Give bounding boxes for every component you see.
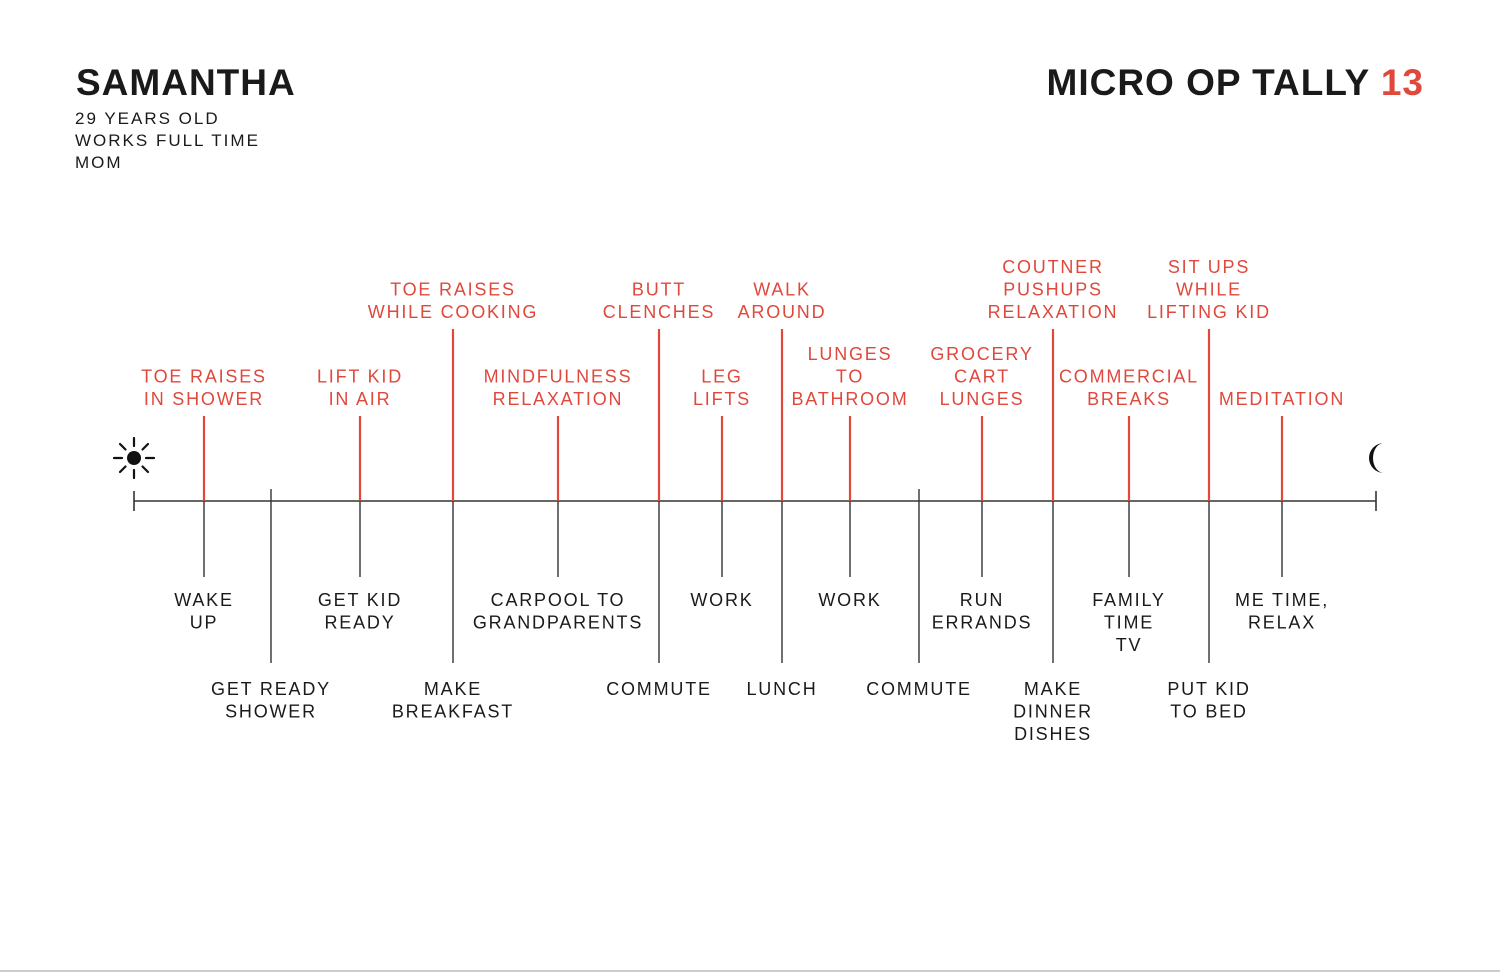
activity-label-line: MAKE: [1024, 679, 1082, 699]
micro-op-label: MEDITATION: [1219, 389, 1345, 409]
activity-label-line: DISHES: [1014, 724, 1092, 744]
person-details: 29 YEARS OLD WORKS FULL TIME MOM: [75, 108, 260, 174]
micro-op-tally: MICRO OP TALLY 13: [1047, 62, 1425, 104]
micro-op-label-line: CLENCHES: [603, 302, 715, 322]
activity-label-line: LUNCH: [746, 679, 817, 699]
micro-op-label: TOE RAISES WHILE COOKING: [368, 280, 538, 323]
micro-op-label-line: CART: [954, 367, 1010, 387]
micro-op-label-line: BATHROOM: [791, 389, 908, 409]
daily-activities: WAKE UP GET READY SHOWER GET KID READY MAKE BRE…: [174, 489, 1329, 744]
activity-label: GET READY SHOWER: [211, 679, 331, 722]
activity-label: LUNCH: [746, 679, 817, 699]
micro-op-label-line: MINDFULNESS: [484, 367, 633, 387]
activity-label-line: FAMILY: [1092, 590, 1165, 610]
activity-label-line: TO BED: [1170, 702, 1247, 722]
activity-label-line: RUN: [960, 590, 1004, 610]
micro-op-label-line: TO: [836, 367, 864, 387]
micro-op-label: COUTNER PUSHUPS RELAXATION: [988, 257, 1119, 322]
activity-label-line: RELAX: [1248, 613, 1316, 633]
micro-op-label-line: MEDITATION: [1219, 389, 1345, 409]
activity-label: PUT KID TO BED: [1167, 679, 1250, 722]
micro-op-label-line: IN AIR: [329, 389, 392, 409]
micro-op-label-line: COUTNER: [1002, 257, 1104, 277]
activity-label-line: BREAKFAST: [392, 702, 514, 722]
micro-op-label-line: AROUND: [738, 302, 827, 322]
activity-label-line: WORK: [818, 590, 881, 610]
activity-label-line: COMMUTE: [866, 679, 972, 699]
sun-icon: [112, 436, 156, 480]
micro-op-label-line: WHILE: [1176, 280, 1242, 300]
activity-label: FAMILY TIME TV: [1092, 590, 1165, 655]
activity-label-line: TIME: [1104, 613, 1154, 633]
micro-op-label: GROCERY CART LUNGES: [930, 344, 1033, 409]
activity-label: GET KID READY: [318, 590, 402, 633]
micro-op-label: TOE RAISES IN SHOWER: [141, 367, 267, 410]
micro-op-label-line: TOE RAISES: [141, 367, 267, 387]
person-occupation: WORKS FULL TIME: [75, 131, 260, 150]
activity-label: WAKE UP: [174, 590, 234, 633]
activity-label: MAKE BREAKFAST: [392, 679, 514, 722]
activity-label-line: ME TIME,: [1235, 590, 1329, 610]
micro-op-label: MINDFULNESS RELAXATION: [484, 367, 633, 410]
activity-label: COMMUTE: [606, 679, 712, 699]
tally-count: 13: [1380, 62, 1424, 103]
activity-label: RUN ERRANDS: [932, 590, 1033, 633]
activity-label: WORK: [818, 590, 881, 610]
activity-label-line: PUT KID: [1167, 679, 1250, 699]
micro-op-label-line: LIFTING KID: [1147, 302, 1271, 322]
activity-label: MAKE DINNER DISHES: [1013, 679, 1093, 744]
micro-op-label-line: LEG: [701, 367, 742, 387]
activity-label-line: TV: [1116, 635, 1143, 655]
micro-op-label-line: SIT UPS: [1168, 257, 1250, 277]
activity-label-line: ERRANDS: [932, 613, 1033, 633]
micro-op-label-line: BREAKS: [1087, 389, 1171, 409]
micro-op-label-line: COMMERCIAL: [1059, 367, 1199, 387]
activity-label-line: GET KID: [318, 590, 402, 610]
activity-label-line: CARPOOL TO: [491, 590, 626, 610]
activity-label-line: WAKE: [174, 590, 234, 610]
activity-label: ME TIME, RELAX: [1235, 590, 1329, 633]
activity-label-line: READY: [324, 613, 395, 633]
page-bottom-rule: [0, 970, 1500, 972]
micro-op-label-line: WALK: [753, 280, 811, 300]
micro-op-label-line: RELAXATION: [493, 389, 624, 409]
micro-op-label-line: TOE RAISES: [390, 280, 516, 300]
micro-op-label-line: PUSHUPS: [1003, 280, 1103, 300]
activity-label: CARPOOL TO GRANDPARENTS: [473, 590, 643, 633]
micro-op-label-line: LIFTS: [693, 389, 751, 409]
timeline-axis-group: [133, 491, 1377, 511]
micro-op-label: COMMERCIAL BREAKS: [1059, 367, 1199, 410]
micro-op-label-line: BUTT: [632, 280, 686, 300]
activity-label: COMMUTE: [866, 679, 972, 699]
activity-label-line: DINNER: [1013, 702, 1093, 722]
activity-label-line: GRANDPARENTS: [473, 613, 643, 633]
activity-label-line: WORK: [690, 590, 753, 610]
micro-op-label: LUNGES TO BATHROOM: [791, 344, 908, 409]
tally-label: MICRO OP TALLY: [1046, 62, 1370, 103]
activity-label-line: UP: [190, 613, 219, 633]
micro-op-label-line: GROCERY: [930, 344, 1033, 364]
micro-op-label: WALK AROUND: [738, 280, 827, 323]
moon-icon: [1369, 443, 1384, 473]
micro-op-label: LIFT KID IN AIR: [317, 367, 403, 410]
activity-label: WORK: [690, 590, 753, 610]
activity-label-line: SHOWER: [225, 702, 317, 722]
micro-op-label: LEG LIFTS: [693, 367, 751, 410]
activity-label-line: GET READY: [211, 679, 331, 699]
micro-op-label-line: IN SHOWER: [144, 389, 264, 409]
micro-op-label-line: RELAXATION: [988, 302, 1119, 322]
micro-op-label-line: WHILE COOKING: [368, 302, 538, 322]
micro-op-label: BUTT CLENCHES: [603, 280, 715, 323]
person-name: SAMANTHA: [76, 62, 296, 103]
micro-op-label-line: LUNGES: [940, 389, 1025, 409]
person-role: MOM: [75, 153, 123, 172]
micro-op-label-line: LIFT KID: [317, 367, 403, 387]
micro-op-label: SIT UPS WHILE LIFTING KID: [1147, 257, 1271, 322]
activity-label-line: MAKE: [424, 679, 482, 699]
person-age: 29 YEARS OLD: [75, 109, 220, 128]
micro-op-label-line: LUNGES: [808, 344, 893, 364]
activity-label-line: COMMUTE: [606, 679, 712, 699]
